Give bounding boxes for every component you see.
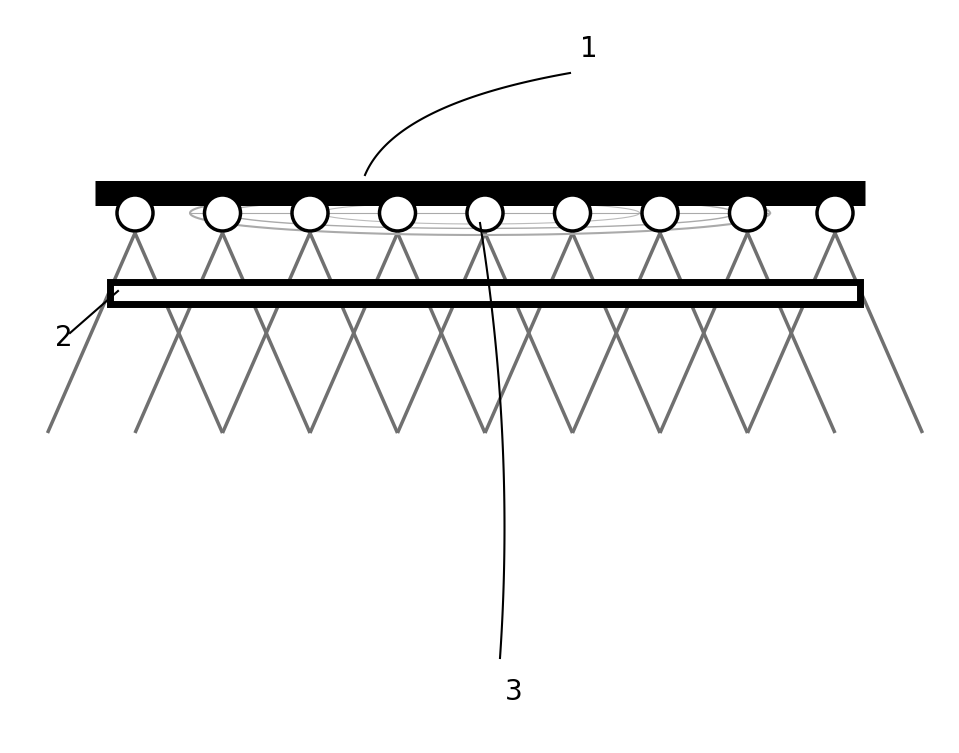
Circle shape [554,195,591,231]
Circle shape [817,195,853,231]
Circle shape [117,195,153,231]
Circle shape [292,195,328,231]
Circle shape [467,195,503,231]
Circle shape [642,195,678,231]
Text: 1: 1 [580,35,597,63]
Text: 3: 3 [505,678,523,706]
Circle shape [204,195,241,231]
Circle shape [730,195,765,231]
Bar [110,282,860,304]
Text: 2: 2 [55,324,73,352]
Circle shape [380,195,415,231]
